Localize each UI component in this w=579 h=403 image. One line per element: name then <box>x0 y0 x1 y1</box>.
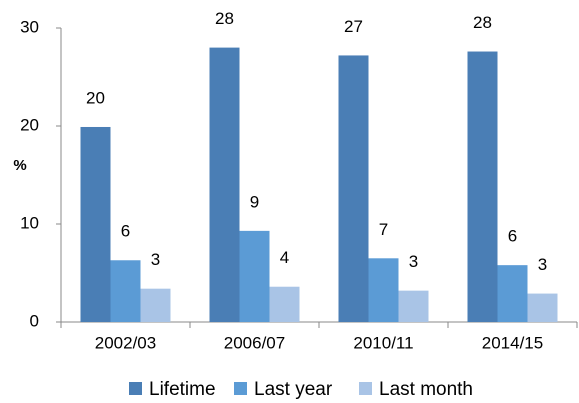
value-label: 28 <box>215 9 234 28</box>
y-tick-label: 0 <box>30 311 39 330</box>
legend-label: Last year <box>254 379 333 400</box>
y-tick-label: 30 <box>20 17 39 36</box>
value-label: 28 <box>473 13 492 32</box>
bar <box>338 55 369 322</box>
value-label: 9 <box>250 192 259 211</box>
value-label: 3 <box>151 250 160 269</box>
value-label: 4 <box>280 248 289 267</box>
y-tick-label: 20 <box>20 115 39 134</box>
legend-swatch <box>359 382 372 395</box>
x-tick-label: 2006/07 <box>224 333 285 352</box>
legend-swatch <box>234 382 247 395</box>
bar <box>527 293 558 322</box>
bar <box>398 290 429 322</box>
legend-label: Last month <box>379 379 473 400</box>
value-label: 6 <box>121 222 130 241</box>
value-label: 3 <box>409 252 418 271</box>
legend-swatch <box>129 382 142 395</box>
bar <box>368 258 399 322</box>
bar <box>269 286 300 322</box>
value-label: 3 <box>538 255 547 274</box>
x-tick-label: 2010/11 <box>353 333 413 352</box>
value-label: 27 <box>344 17 363 36</box>
x-tick-label: 2002/03 <box>95 333 156 352</box>
x-tick-label: 2014/15 <box>482 333 543 352</box>
bar <box>467 51 498 323</box>
value-label: 20 <box>86 88 105 107</box>
bar <box>140 288 171 322</box>
value-label: 7 <box>379 220 388 239</box>
bar <box>497 265 528 322</box>
bar <box>110 260 141 322</box>
legend-label: Lifetime <box>149 379 216 400</box>
y-tick-label: 10 <box>20 213 39 232</box>
value-label: 6 <box>508 227 517 246</box>
bar <box>239 230 270 322</box>
y-axis-label: % <box>13 157 26 174</box>
bar <box>209 47 240 322</box>
bar <box>80 126 111 322</box>
